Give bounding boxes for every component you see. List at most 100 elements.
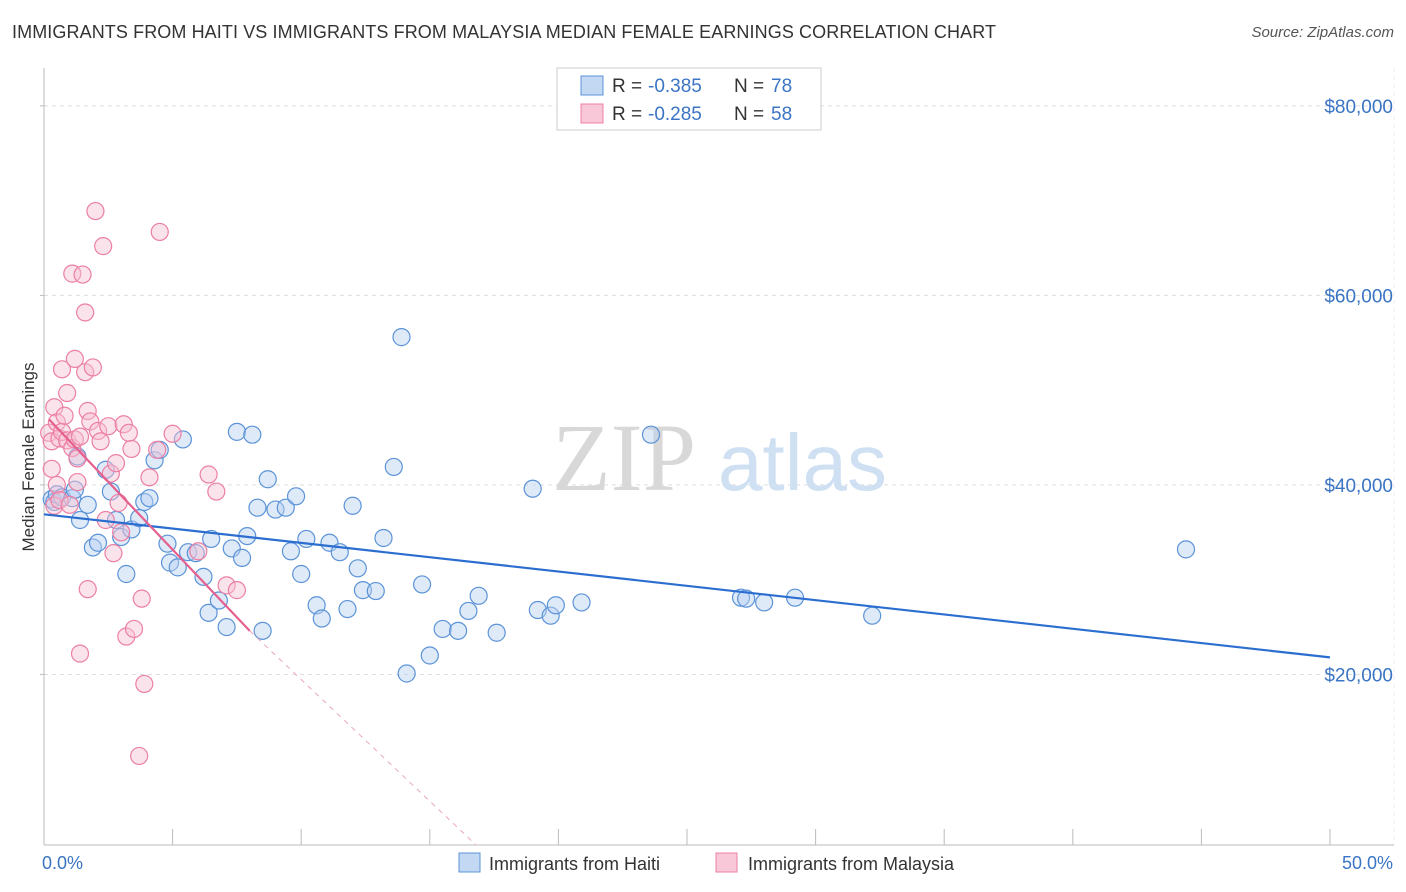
watermark-atlas: atlas: [718, 418, 887, 507]
malaysia-point: [99, 417, 118, 436]
haiti-point: [343, 496, 362, 515]
haiti-point: [348, 559, 367, 578]
x-tick-labels: 0.0% 50.0%: [42, 853, 1393, 873]
haiti-point: [641, 425, 661, 444]
haiti-point: [541, 606, 560, 625]
malaysia-point: [55, 406, 74, 425]
y-axis-label: Median Female Earnings: [19, 363, 38, 552]
bottom-legend: Immigrants from Haiti Immigrants from Ma…: [458, 852, 955, 874]
malaysia-point: [86, 201, 105, 221]
malaysia-point: [150, 222, 169, 242]
watermark-zip: ZIP: [552, 404, 696, 511]
malaysia-point: [68, 472, 87, 492]
haiti-point: [217, 617, 236, 637]
x-axis-ticks: [40, 68, 1395, 845]
malaysia-point: [122, 439, 141, 459]
haiti-point: [112, 527, 131, 547]
malaysia-point: [135, 674, 154, 694]
haiti-point: [227, 422, 246, 441]
trendlines: [43, 418, 1331, 846]
haiti-point: [572, 593, 591, 612]
malaysia-point: [199, 465, 218, 484]
malaysia-point: [76, 303, 95, 322]
malaysia-point: [119, 423, 138, 442]
haiti-trendline: [43, 513, 1331, 659]
x-tick-label: 50.0%: [1342, 853, 1393, 873]
legend-n-label-malaysia: N =: [734, 104, 764, 125]
haiti-point: [173, 430, 192, 449]
haiti-point: [209, 591, 228, 610]
haiti-point: [78, 495, 97, 514]
legend-n-label-haiti: N =: [734, 76, 764, 97]
malaysia-point: [47, 475, 66, 495]
haiti-point: [88, 533, 108, 552]
legend-n-value-malaysia: 58: [771, 104, 792, 125]
haiti-point: [117, 564, 136, 584]
haiti-point: [168, 558, 187, 577]
legend-swatch-haiti: [580, 75, 604, 96]
haiti-point: [253, 621, 272, 640]
bottom-legend-label-malaysia: Immigrants from Malaysia: [748, 854, 955, 874]
malaysia-point: [140, 468, 159, 487]
malaysia-point: [91, 432, 110, 451]
malaysia-point: [132, 589, 151, 608]
haiti-point: [258, 470, 277, 489]
haiti-point: [194, 567, 213, 586]
haiti-point: [202, 529, 221, 549]
chart-title: IMMIGRANTS FROM HAITI VS IMMIGRANTS FROM…: [12, 22, 997, 42]
y-tick-label: $80,000: [1324, 97, 1393, 118]
malaysia-point: [58, 383, 77, 403]
malaysia-point: [130, 746, 149, 766]
malaysia-point: [81, 412, 100, 431]
haiti-point: [292, 564, 311, 584]
malaysia-point: [88, 421, 108, 441]
y-tick-label: $40,000: [1324, 476, 1393, 497]
malaysia-point: [70, 427, 90, 446]
legend-r-value-malaysia: -0.285: [648, 104, 702, 125]
y-tick-label: $60,000: [1324, 286, 1393, 307]
malaysia-point: [70, 644, 90, 663]
malaysia-point: [117, 627, 136, 646]
haiti-point: [186, 544, 205, 563]
x-tick-label: 0.0%: [42, 853, 83, 873]
malaysia-point: [124, 619, 144, 639]
haiti-point: [448, 621, 468, 640]
haiti-point: [243, 425, 262, 444]
legend-r-value-haiti: -0.385: [648, 76, 702, 97]
haiti-point: [546, 596, 565, 615]
malaysia-point: [163, 424, 182, 443]
haiti-point: [130, 508, 149, 528]
malaysia-point: [94, 237, 113, 256]
malaysia-point: [101, 464, 120, 483]
malaysia-point: [106, 454, 126, 473]
bottom-legend-swatch-malaysia: [715, 852, 738, 873]
haiti-point: [286, 487, 306, 506]
malaysia-point: [112, 523, 131, 542]
haiti-point: [469, 586, 488, 605]
haiti-point: [353, 581, 373, 600]
malaysia-point: [78, 401, 97, 421]
haiti-point: [737, 589, 756, 608]
y-tick-label: $20,000: [1324, 665, 1393, 686]
malaysia-point: [207, 482, 226, 501]
haiti-point: [433, 619, 452, 639]
malaysia-point: [217, 576, 236, 595]
haiti-point: [1176, 540, 1196, 559]
haiti-point: [397, 664, 416, 683]
malaysia-point: [114, 415, 133, 434]
bottom-legend-label-haiti: Immigrants from Haiti: [489, 854, 660, 874]
y-tick-labels: $20,000 $40,000 $60,000 $80,000: [1324, 97, 1393, 687]
haiti-point: [863, 606, 882, 625]
malaysia-point: [65, 349, 84, 369]
legend-r-label-malaysia: R =: [612, 104, 642, 125]
haiti-point: [731, 588, 751, 607]
malaysia-point: [78, 580, 97, 599]
malaysia-point: [227, 581, 246, 600]
haiti-point: [384, 457, 403, 477]
malaysia-trendline: [48, 418, 251, 632]
malaysia-point: [45, 496, 64, 515]
malaysia-trendline-extension: [249, 630, 477, 846]
haiti-point: [755, 593, 774, 612]
malaysia-point: [50, 490, 69, 510]
